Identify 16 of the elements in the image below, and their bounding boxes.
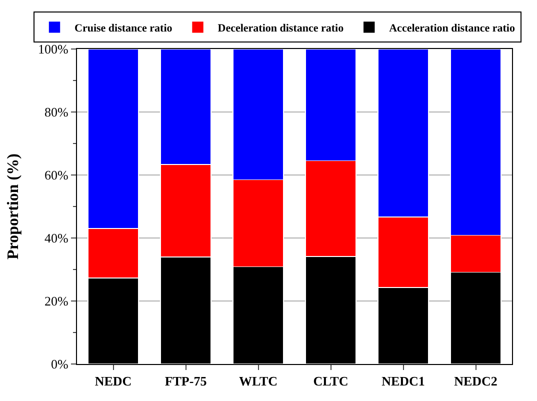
y-tick-label: 80% bbox=[44, 104, 68, 120]
x-tick-label: CLTC bbox=[313, 374, 348, 389]
x-tick-label: NEDC bbox=[94, 374, 132, 389]
y-tick-label: 40% bbox=[44, 230, 68, 246]
x-tick-label: WLTC bbox=[238, 374, 278, 389]
y-tick-label: 60% bbox=[44, 168, 68, 183]
legend-label: Deceleration distance ratio bbox=[218, 22, 344, 34]
legend-label: Cruise distance ratio bbox=[74, 22, 173, 34]
y-axis-title: Proportion (%) bbox=[4, 154, 22, 260]
y-tick-label: 20% bbox=[44, 294, 68, 309]
x-tick-label: NEDC2 bbox=[454, 374, 498, 389]
x-tick-label: FTP-75 bbox=[164, 374, 208, 389]
x-tick-label: NEDC1 bbox=[382, 374, 425, 389]
legend-label: Acceleration distance ratio bbox=[389, 22, 516, 34]
y-tick-label: 0% bbox=[50, 356, 68, 372]
y-tick-label: 100% bbox=[38, 42, 68, 57]
